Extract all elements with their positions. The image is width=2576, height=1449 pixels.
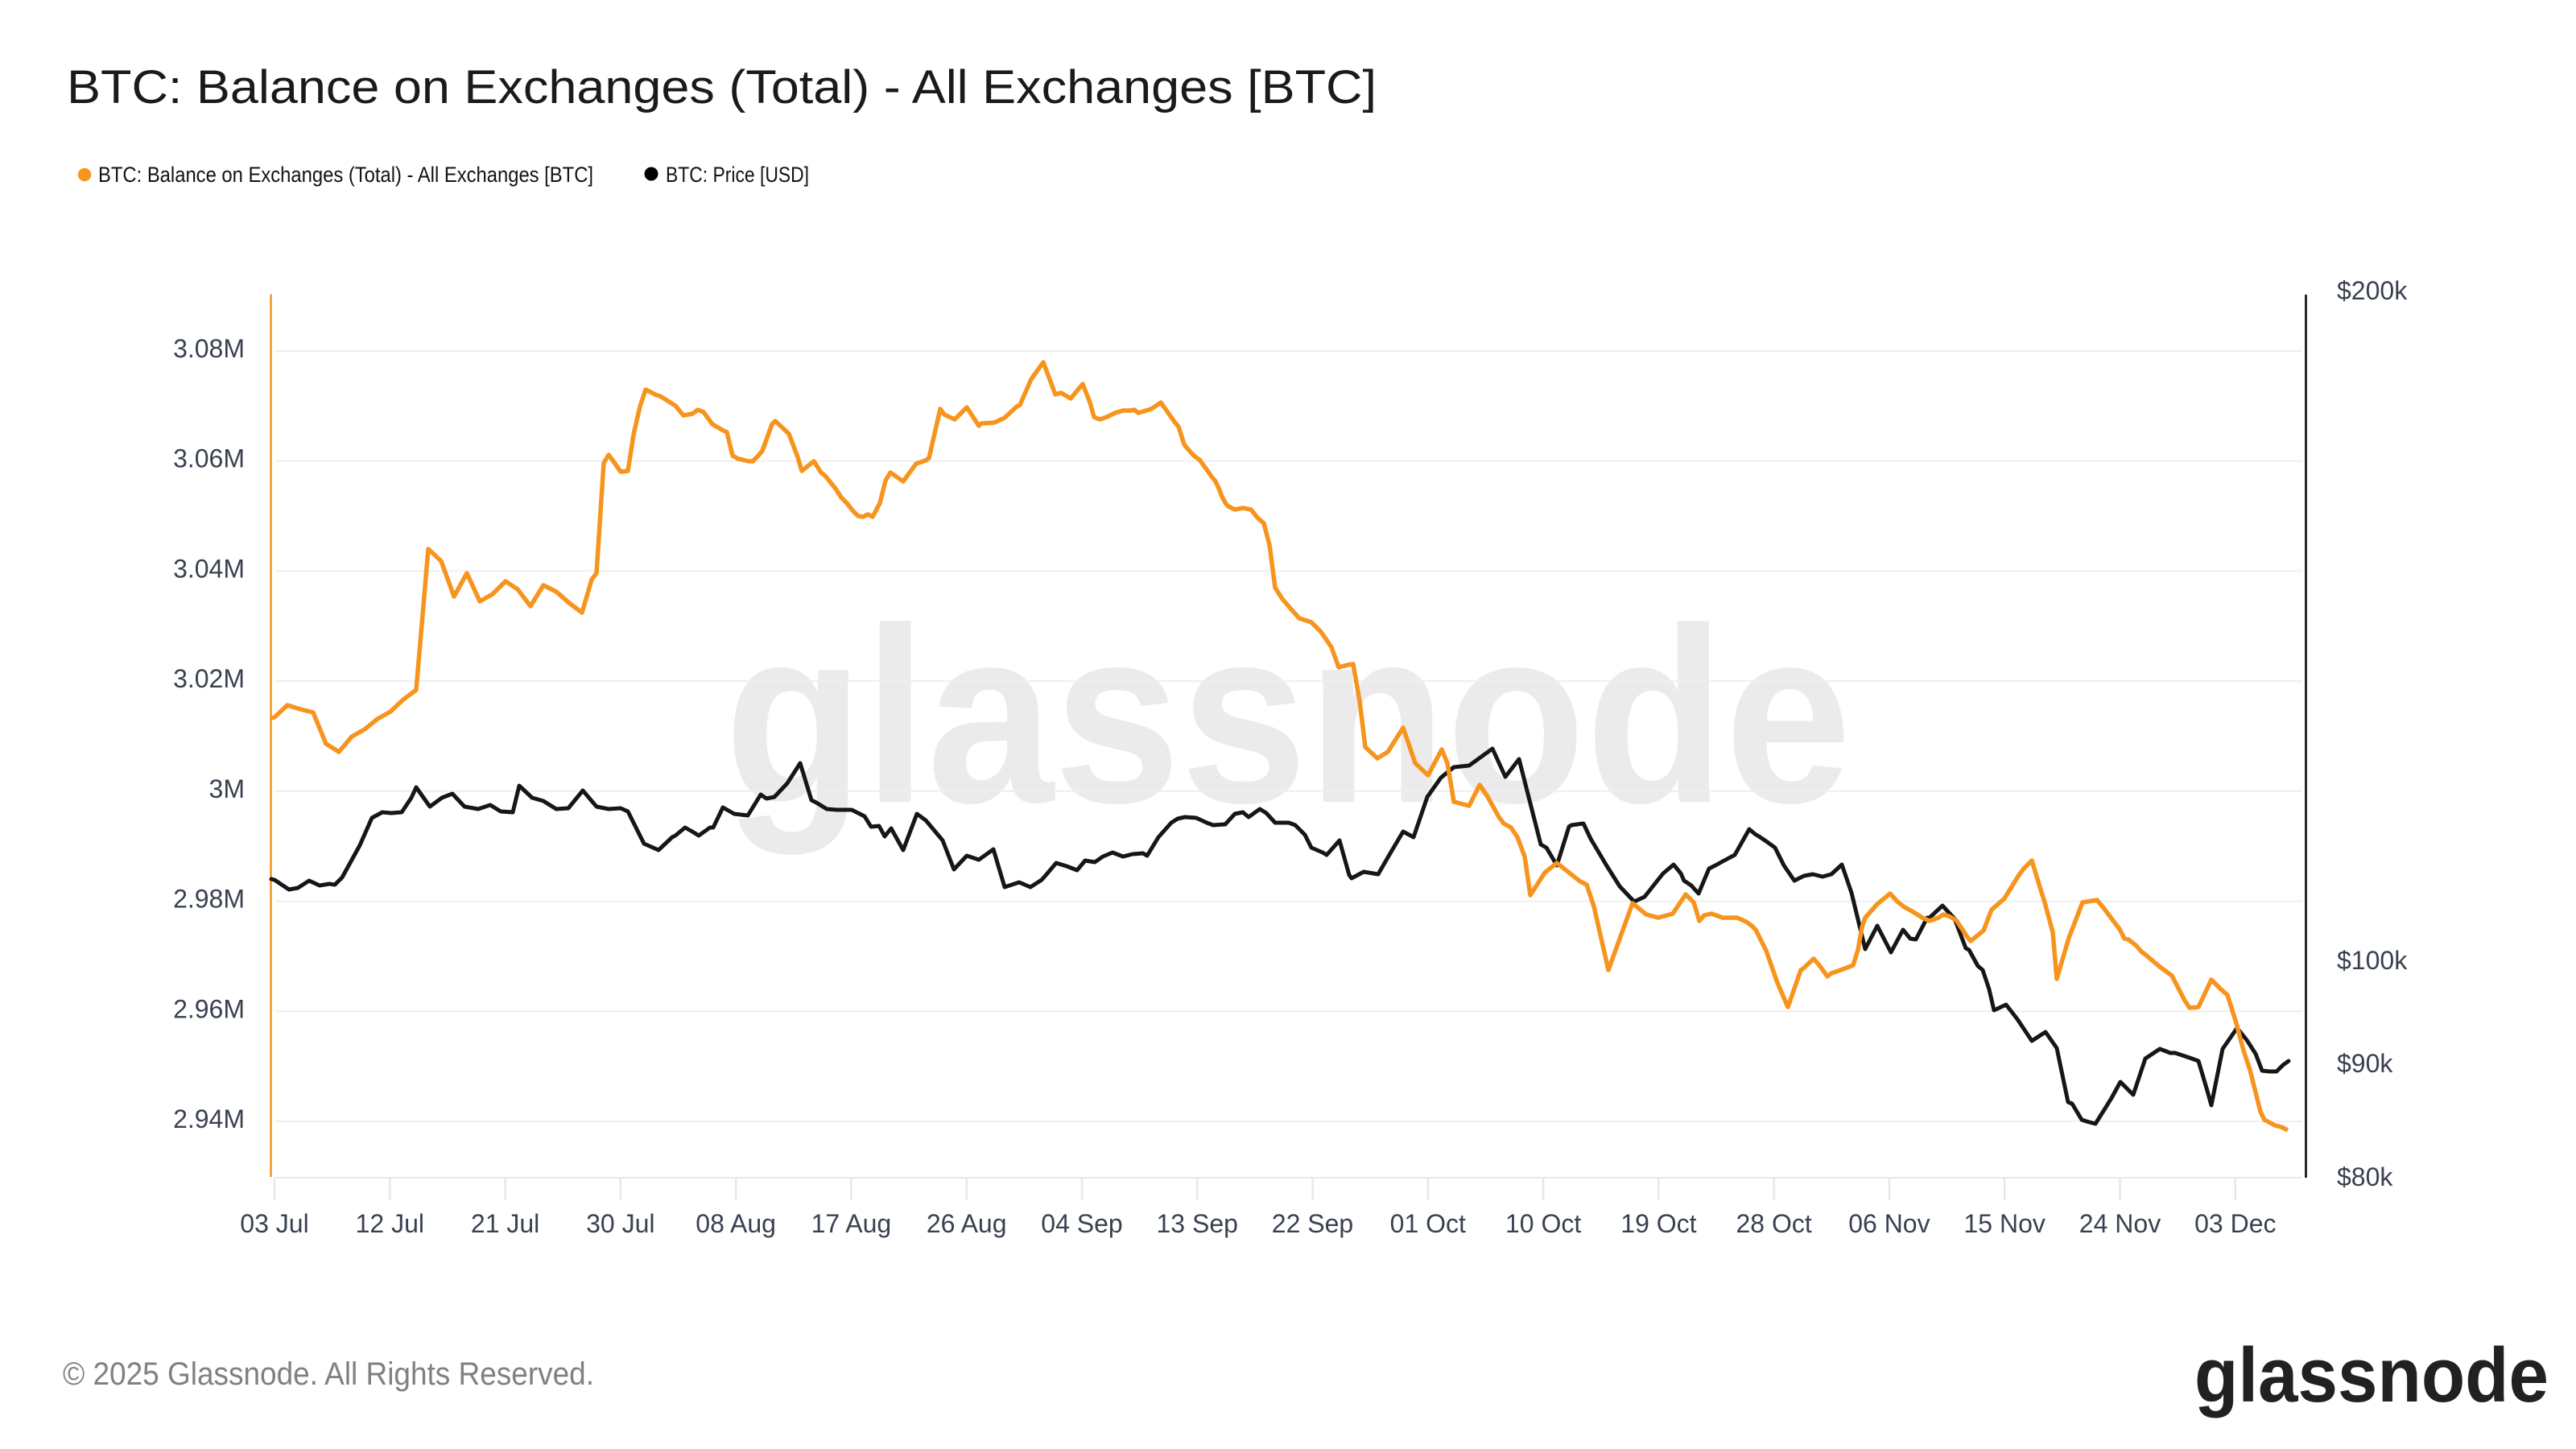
svg-text:17 Aug: 17 Aug: [811, 1209, 892, 1238]
svg-text:3.02M: 3.02M: [173, 664, 245, 693]
svg-text:2.98M: 2.98M: [173, 885, 245, 914]
svg-text:2.96M: 2.96M: [173, 994, 245, 1023]
svg-text:13 Sep: 13 Sep: [1156, 1209, 1237, 1238]
svg-text:$90k: $90k: [2337, 1049, 2393, 1078]
svg-text:BTC: Balance on Exchanges (Tot: BTC: Balance on Exchanges (Total) - All …: [67, 61, 1377, 114]
svg-text:19 Oct: 19 Oct: [1620, 1209, 1696, 1238]
svg-text:10 Oct: 10 Oct: [1505, 1209, 1581, 1238]
svg-text:03 Jul: 03 Jul: [240, 1209, 308, 1238]
svg-text:$80k: $80k: [2337, 1162, 2393, 1191]
svg-text:04 Sep: 04 Sep: [1041, 1209, 1122, 1238]
svg-text:3.06M: 3.06M: [173, 444, 245, 473]
svg-text:$100k: $100k: [2337, 946, 2408, 975]
svg-text:15 Nov: 15 Nov: [1964, 1209, 2046, 1238]
svg-text:26 Aug: 26 Aug: [927, 1209, 1007, 1238]
svg-text:2.94M: 2.94M: [173, 1104, 245, 1133]
svg-text:3.04M: 3.04M: [173, 554, 245, 583]
svg-text:© 2025 Glassnode. All Rights R: © 2025 Glassnode. All Rights Reserved.: [63, 1356, 594, 1392]
svg-text:BTC: Balance on Exchanges (Tot: BTC: Balance on Exchanges (Total) - All …: [98, 163, 593, 187]
svg-text:24 Nov: 24 Nov: [2079, 1209, 2161, 1238]
svg-text:12 Jul: 12 Jul: [356, 1209, 424, 1238]
svg-text:21 Jul: 21 Jul: [471, 1209, 539, 1238]
svg-text:30 Jul: 30 Jul: [586, 1209, 654, 1238]
svg-text:06 Nov: 06 Nov: [1848, 1209, 1930, 1238]
svg-text:01 Oct: 01 Oct: [1390, 1209, 1466, 1238]
svg-text:28 Oct: 28 Oct: [1736, 1209, 1811, 1238]
svg-text:3M: 3M: [209, 774, 245, 803]
svg-text:BTC: Price [USD]: BTC: Price [USD]: [666, 163, 809, 187]
svg-text:3.08M: 3.08M: [173, 334, 245, 363]
svg-text:glassnode: glassnode: [2194, 1332, 2549, 1418]
svg-text:22 Sep: 22 Sep: [1272, 1209, 1353, 1238]
svg-text:08 Aug: 08 Aug: [696, 1209, 776, 1238]
svg-text:glassnode: glassnode: [724, 576, 1852, 857]
svg-text:$200k: $200k: [2337, 276, 2408, 305]
svg-text:03 Dec: 03 Dec: [2194, 1209, 2276, 1238]
